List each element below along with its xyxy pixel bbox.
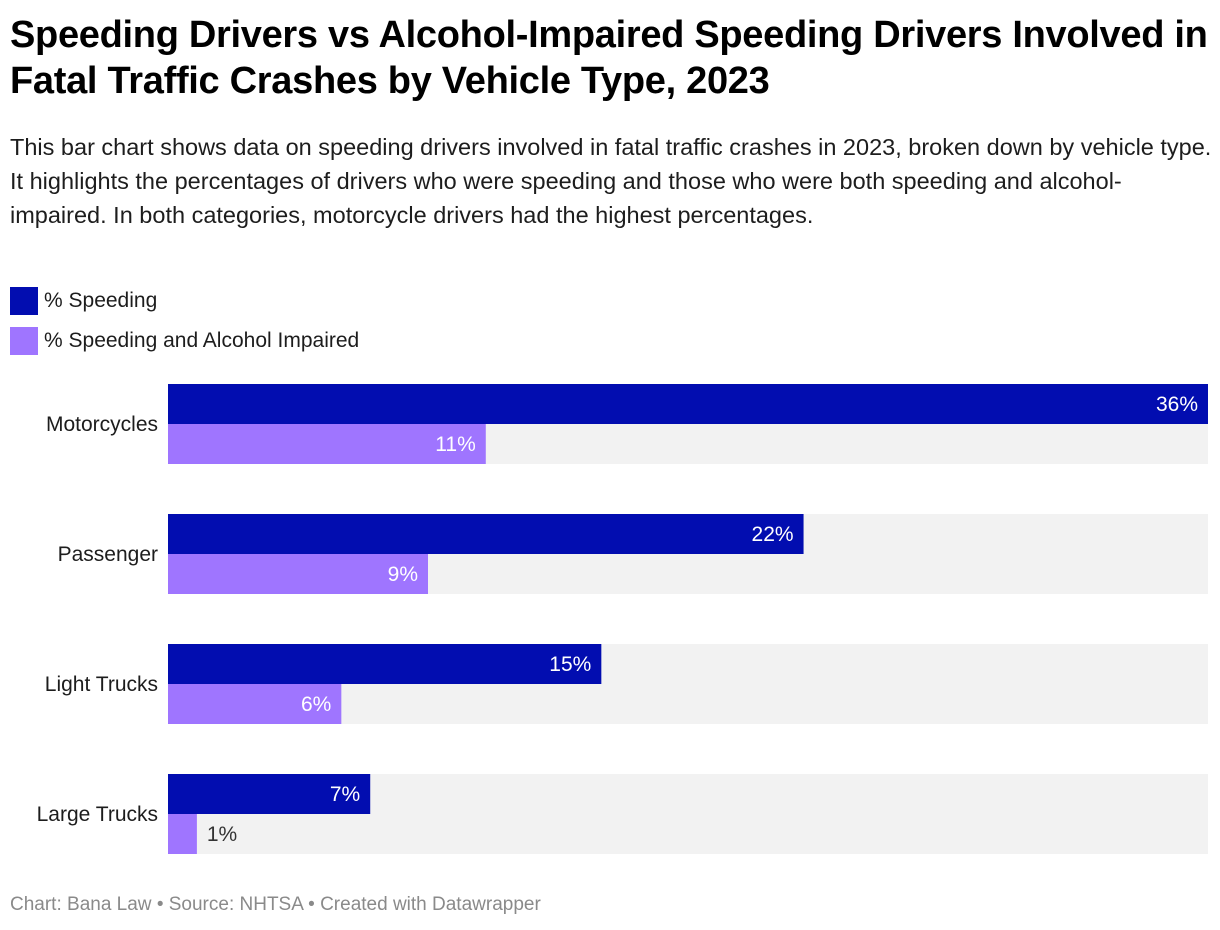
data-label-large-trucks-series-1: 1%	[207, 823, 237, 846]
legend-swatch-speeding-alcohol	[10, 327, 38, 355]
data-label-passenger-series-0: 22%	[752, 523, 794, 546]
category-label-large-trucks: Large Trucks	[37, 803, 158, 826]
bar-passenger-series-1	[168, 554, 428, 594]
chart-description: This bar chart shows data on speeding dr…	[10, 134, 1212, 228]
category-label-motorcycles: Motorcycles	[46, 413, 158, 436]
legend-item-speeding-alcohol[interactable]: % Speeding and Alcohol Impaired	[10, 327, 359, 355]
bar-large-trucks-series-1	[168, 814, 197, 854]
legend-label: % Speeding and Alcohol Impaired	[44, 329, 360, 352]
data-label-motorcycles-series-0: 36%	[1156, 393, 1198, 416]
category-label-light-trucks: Light Trucks	[45, 673, 158, 696]
category-label-passenger: Passenger	[58, 543, 158, 566]
legend: % Speeding % Speeding and Alcohol Impair…	[10, 287, 359, 367]
bar-motorcycles-series-1	[168, 424, 486, 464]
chart-title: Speeding Drivers vs Alcohol-Impaired Spe…	[10, 14, 1208, 102]
legend-swatch-speeding	[10, 287, 38, 315]
chart-credit: Chart: Bana Law	[10, 894, 152, 915]
chart-footer: Chart: Bana Law • Source: NHTSA • Create…	[10, 894, 541, 916]
data-label-passenger-series-1: 9%	[388, 563, 418, 586]
footer-separator: •	[156, 894, 164, 915]
footer-separator: •	[308, 894, 315, 915]
bar-large-trucks-series-0	[168, 774, 371, 814]
legend-item-speeding[interactable]: % Speeding	[10, 287, 359, 315]
source-credit: Source: NHTSA	[168, 894, 303, 915]
bar-light-trucks-series-1	[168, 684, 342, 724]
tool-credit: Created with Datawrapper	[320, 894, 541, 915]
data-label-light-trucks-series-0: 15%	[549, 653, 591, 676]
bar-light-trucks-series-0	[168, 644, 602, 684]
legend-label: % Speeding	[44, 289, 158, 312]
data-label-light-trucks-series-1: 6%	[301, 693, 331, 716]
bar-motorcycles-series-0	[168, 384, 1208, 424]
data-label-motorcycles-series-1: 11%	[435, 433, 475, 456]
data-label-large-trucks-series-0: 7%	[330, 783, 360, 806]
bar-passenger-series-0	[168, 514, 804, 554]
